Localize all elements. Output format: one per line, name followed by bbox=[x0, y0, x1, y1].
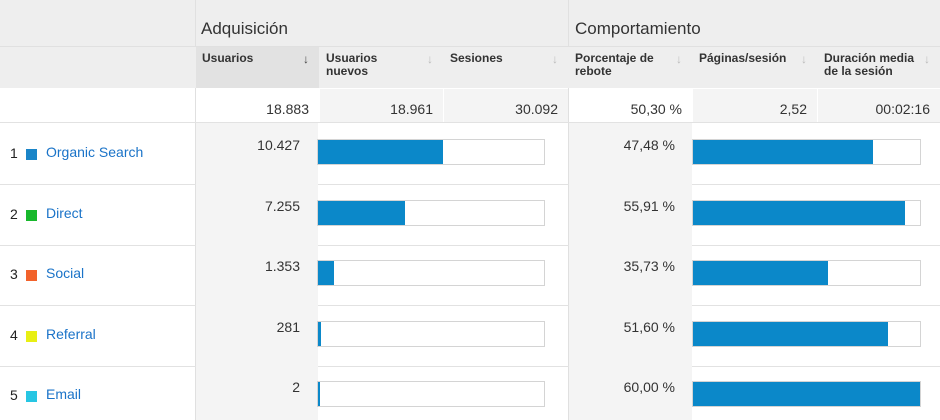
bounce-bar bbox=[692, 321, 921, 347]
users-cell-bg bbox=[196, 365, 318, 420]
users-cell-bg bbox=[196, 123, 318, 184]
users-value: 281 bbox=[276, 319, 300, 335]
users-bar bbox=[317, 139, 545, 165]
users-cell-bg bbox=[196, 184, 318, 245]
column-divider bbox=[195, 0, 196, 420]
users-value: 7.255 bbox=[264, 198, 300, 214]
users-bar bbox=[317, 260, 545, 286]
column-header-duration-label: Duración media bbox=[824, 51, 915, 65]
column-header-users[interactable]: Usuarios ↓ bbox=[196, 47, 319, 88]
users-bar bbox=[317, 200, 545, 226]
total-new-users: 18.961 bbox=[320, 89, 443, 122]
users-value: 1.353 bbox=[264, 258, 300, 274]
bounce-cell-bg bbox=[569, 244, 692, 305]
total-sessions: 30.092 bbox=[444, 89, 568, 122]
bounce-bar-fill bbox=[693, 140, 873, 164]
bounce-bar bbox=[692, 381, 921, 407]
users-value: 2 bbox=[292, 379, 300, 395]
bounce-bar-fill bbox=[693, 201, 905, 225]
sort-arrow-icon[interactable]: ↓ bbox=[924, 52, 930, 66]
users-bar-fill bbox=[318, 201, 405, 225]
bounce-bar bbox=[692, 139, 921, 165]
sort-descending-icon[interactable]: ↓ bbox=[303, 52, 309, 66]
bounce-cell-bg bbox=[569, 365, 692, 420]
channel-link[interactable]: Organic Search bbox=[46, 144, 144, 160]
bounce-value: 47,48 % bbox=[623, 137, 675, 153]
channel-link[interactable]: Social bbox=[46, 265, 85, 281]
users-bar bbox=[317, 381, 545, 407]
column-header-bounce-label-2: rebote bbox=[575, 64, 612, 78]
bounce-cell-bg bbox=[569, 184, 692, 245]
row-rank: 4 bbox=[10, 327, 18, 343]
group-header-row bbox=[0, 0, 940, 46]
bounce-bar-fill bbox=[693, 322, 889, 346]
total-avg-duration: 00:02:16 bbox=[818, 89, 940, 122]
users-cell-bg bbox=[196, 305, 318, 366]
sort-arrow-icon[interactable]: ↓ bbox=[676, 52, 682, 66]
channel-color-swatch bbox=[26, 331, 37, 342]
channel-color-swatch bbox=[26, 149, 37, 160]
channel-link[interactable]: Email bbox=[46, 386, 82, 402]
row-rank: 2 bbox=[10, 206, 18, 222]
row-rank: 3 bbox=[10, 266, 18, 282]
users-cell-bg bbox=[196, 244, 318, 305]
row-rank: 5 bbox=[10, 387, 18, 403]
bounce-value: 35,73 % bbox=[623, 258, 675, 274]
sort-arrow-icon[interactable]: ↓ bbox=[552, 52, 558, 66]
bounce-value: 60,00 % bbox=[623, 379, 675, 395]
row-divider bbox=[0, 305, 940, 306]
channel-link[interactable]: Direct bbox=[46, 205, 83, 221]
bounce-bar-fill bbox=[693, 261, 829, 285]
users-bar-fill bbox=[318, 322, 322, 346]
bounce-cell-bg bbox=[569, 123, 692, 184]
row-divider bbox=[0, 184, 940, 185]
column-header-avg-duration[interactable]: Duración media de la sesión ↓ bbox=[818, 47, 940, 88]
channel-link[interactable]: Referral bbox=[46, 326, 96, 342]
column-header-new-users[interactable]: Usuarios nuevos ↓ bbox=[320, 47, 443, 88]
channel-color-swatch bbox=[26, 210, 37, 221]
channel-color-swatch bbox=[26, 270, 37, 281]
row-divider bbox=[0, 366, 940, 367]
bounce-bar-fill bbox=[693, 382, 920, 406]
total-bounce-rate: 50,30 % bbox=[630, 101, 682, 117]
column-header-users-label: Usuarios bbox=[202, 51, 254, 65]
column-header-pages-session[interactable]: Páginas/sesión ↓ bbox=[693, 47, 817, 88]
column-divider bbox=[568, 0, 569, 420]
channel-color-swatch bbox=[26, 391, 37, 402]
column-header-duration-label-2: de la sesión bbox=[824, 64, 893, 78]
users-bar-fill bbox=[318, 140, 443, 164]
bounce-cell-bg bbox=[569, 305, 692, 366]
column-header-new-users-label: Usuarios bbox=[326, 51, 378, 65]
bounce-bar bbox=[692, 260, 921, 286]
total-users: 18.883 bbox=[266, 101, 309, 117]
column-header-bounce-rate[interactable]: Porcentaje de rebote ↓ bbox=[569, 47, 692, 88]
column-header-sessions[interactable]: Sesiones ↓ bbox=[444, 47, 568, 88]
column-header-bounce-label: Porcentaje de bbox=[575, 51, 654, 65]
group-title-behavior: Comportamiento bbox=[575, 19, 701, 38]
sort-arrow-icon[interactable]: ↓ bbox=[427, 52, 433, 66]
row-divider bbox=[0, 122, 940, 123]
row-rank: 1 bbox=[10, 145, 18, 161]
sort-arrow-icon[interactable]: ↓ bbox=[801, 52, 807, 66]
users-value: 10.427 bbox=[257, 137, 300, 153]
group-title-acquisition: Adquisición bbox=[201, 19, 288, 38]
bounce-value: 51,60 % bbox=[623, 319, 675, 335]
column-header-pages-label: Páginas/sesión bbox=[699, 51, 787, 65]
total-pages-session: 2,52 bbox=[693, 89, 817, 122]
bounce-value: 55,91 % bbox=[623, 198, 675, 214]
bounce-bar bbox=[692, 200, 921, 226]
column-header-sessions-label: Sesiones bbox=[450, 51, 503, 65]
users-bar-fill bbox=[318, 261, 335, 285]
users-bar bbox=[317, 321, 545, 347]
column-header-new-users-label-2: nuevos bbox=[326, 64, 369, 78]
users-bar-fill bbox=[318, 382, 321, 406]
row-divider bbox=[0, 245, 940, 246]
